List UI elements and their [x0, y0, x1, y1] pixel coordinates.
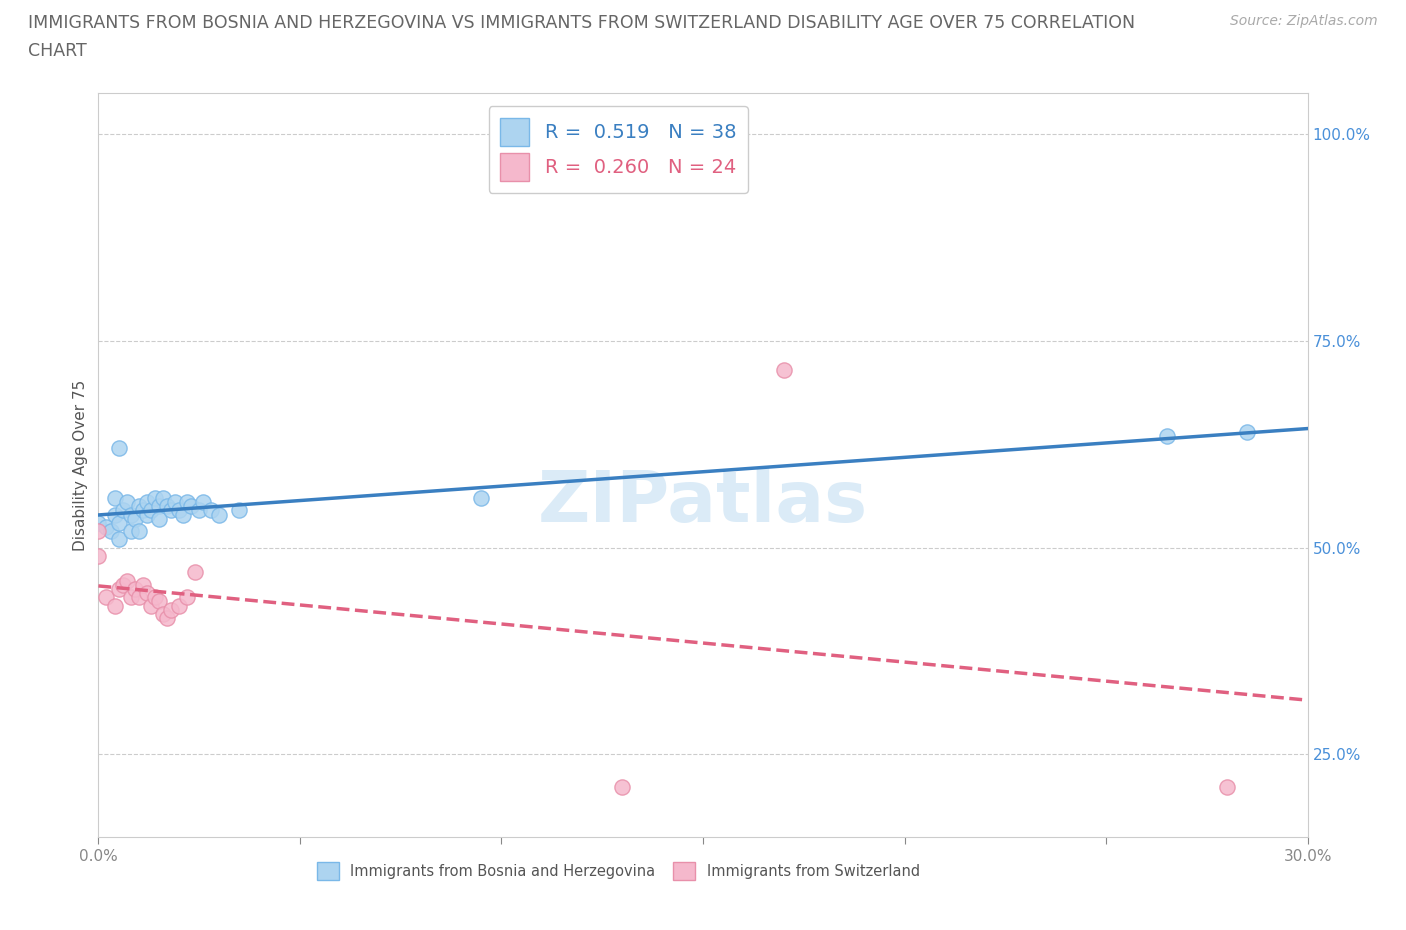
Point [200, 503, 222, 518]
Legend: Immigrants from Bosnia and Herzegovina, Immigrants from Switzerland: Immigrants from Bosnia and Herzegovina, … [311, 856, 925, 885]
Point [135, 495, 157, 510]
Point [103, 491, 125, 506]
Point [128, 590, 150, 604]
Point [772, 363, 794, 378]
Point [1236, 424, 1258, 439]
Point [228, 503, 250, 518]
Point [612, 780, 634, 795]
Point [143, 491, 166, 506]
Point [193, 495, 215, 510]
Point [96, 590, 118, 604]
Point [87, 549, 110, 564]
Point [124, 512, 146, 526]
Point [167, 598, 190, 613]
Point [111, 503, 134, 518]
Point [124, 581, 146, 596]
Point [120, 524, 142, 538]
Point [139, 503, 162, 518]
Point [115, 573, 138, 588]
Point [132, 578, 155, 592]
Point [156, 498, 179, 513]
Point [120, 590, 142, 604]
Point [148, 498, 170, 513]
Point [160, 503, 183, 518]
Point [152, 491, 174, 506]
Point [100, 524, 122, 538]
Point [160, 603, 183, 618]
Point [135, 507, 157, 522]
Point [139, 598, 162, 613]
Y-axis label: Disability Age Over 75: Disability Age Over 75 [73, 379, 89, 551]
Point [107, 532, 129, 547]
Point [470, 491, 492, 506]
Point [115, 495, 138, 510]
Point [180, 498, 202, 513]
Point [148, 512, 170, 526]
Point [111, 578, 134, 592]
Point [107, 515, 129, 530]
Point [188, 503, 211, 518]
Text: CHART: CHART [28, 42, 87, 60]
Point [148, 594, 170, 609]
Point [172, 507, 194, 522]
Point [132, 503, 155, 518]
Point [120, 507, 142, 522]
Point [208, 507, 231, 522]
Point [1156, 429, 1178, 444]
Point [128, 524, 150, 538]
Point [156, 610, 179, 625]
Point [167, 503, 190, 518]
Point [1216, 780, 1239, 795]
Point [96, 520, 118, 535]
Point [143, 590, 166, 604]
Point [128, 498, 150, 513]
Point [163, 495, 186, 510]
Point [176, 495, 198, 510]
Point [184, 565, 207, 580]
Point [135, 586, 157, 601]
Text: ZIPatlas: ZIPatlas [538, 468, 868, 537]
Point [107, 581, 129, 596]
Text: IMMIGRANTS FROM BOSNIA AND HERZEGOVINA VS IMMIGRANTS FROM SWITZERLAND DISABILITY: IMMIGRANTS FROM BOSNIA AND HERZEGOVINA V… [28, 14, 1135, 32]
Point [107, 441, 129, 456]
Point [103, 598, 125, 613]
Text: Source: ZipAtlas.com: Source: ZipAtlas.com [1230, 14, 1378, 28]
Point [87, 515, 110, 530]
Point [152, 606, 174, 621]
Point [176, 590, 198, 604]
Point [103, 507, 125, 522]
Point [87, 524, 110, 538]
